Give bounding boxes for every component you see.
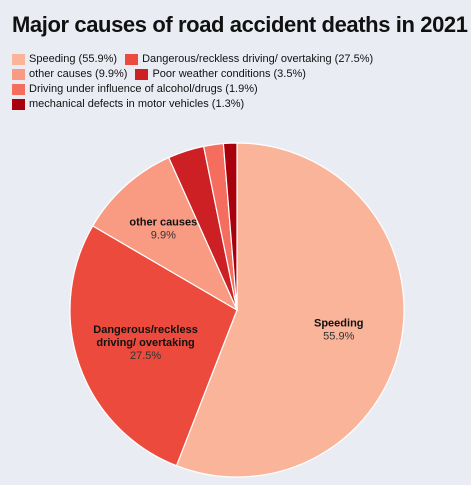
- legend-item-other-causes: other causes (9.9%): [12, 67, 127, 82]
- legend-swatch: [125, 54, 139, 65]
- slice-value-label: 27.5%: [130, 350, 161, 362]
- legend-item-alcohol-drugs: Driving under influence of alcohol/drugs…: [12, 82, 258, 97]
- legend-label: Speeding (55.9%): [29, 53, 118, 65]
- legend-swatch: [12, 99, 25, 110]
- slice-label: Speeding: [314, 318, 364, 330]
- pie-slice-mechanical-defects-in-motor-vehicles: [222, 142, 238, 311]
- legend-item-mechanical-defects: mechanical defects in motor vehicles (1.…: [12, 97, 244, 112]
- legend-item-poor-weather: Poor weather conditions (3.5%): [135, 67, 306, 82]
- legend-swatch: [12, 54, 25, 65]
- pie-slice-other-causes: [91, 156, 239, 312]
- legend-swatch: [135, 69, 149, 80]
- legend-swatch: [12, 84, 25, 95]
- pie-slice-speeding: [175, 142, 405, 478]
- slice-value-label: 9.9%: [151, 230, 176, 242]
- slice-label: other causes: [129, 217, 197, 229]
- legend-swatch: [12, 69, 25, 80]
- legend-label: Poor weather conditions (3.5%): [152, 68, 306, 80]
- slice-label-group: Dangerous/reckless driving/ overtaking27.…: [93, 324, 198, 362]
- legend-label: Dangerous/reckless driving/ overtaking (…: [142, 53, 374, 65]
- legend-item-dangerous-driving: Dangerous/reckless driving/ overtaking (…: [125, 52, 373, 67]
- legend-label: other causes (9.9%): [29, 68, 128, 80]
- legend-label: mechanical defects in motor vehicles (1.…: [29, 98, 245, 110]
- legend-label: Driving under influence of alcohol/drugs…: [29, 83, 258, 95]
- legend-item-speeding: Speeding (55.9%): [12, 52, 117, 67]
- slice-value-label: 55.9%: [323, 331, 354, 343]
- chart-title: Major causes of road accident deaths in …: [12, 12, 468, 37]
- chart-legend: Speeding (55.9%) Dangerous/reckless driv…: [12, 52, 381, 112]
- slice-label: Dangerous/reckless driving/ overtaking: [93, 324, 198, 349]
